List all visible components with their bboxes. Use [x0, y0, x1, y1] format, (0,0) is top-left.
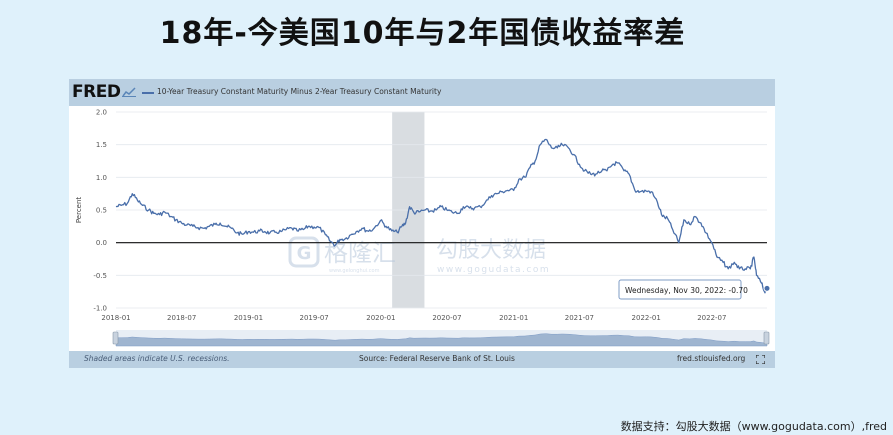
x-tick-label: 2019-01 [234, 314, 263, 322]
tooltip-text: Wednesday, Nov 30, 2022: -0.70 [625, 286, 748, 295]
x-tick-label: 2022-01 [632, 314, 661, 322]
page-title: 18年-今美国10年与2年国债收益率差 [159, 16, 686, 51]
legend-label: 10-Year Treasury Constant Maturity Minus… [157, 87, 442, 96]
navigator-handle-left [112, 331, 119, 345]
navigator-handle-right [763, 331, 770, 345]
x-tick-label: 2020-07 [432, 314, 461, 322]
range-navigator[interactable] [112, 330, 770, 347]
watermark2-url: www.gogudata.com [437, 265, 550, 275]
data-credit: 数据支持：勾股大数据（www.gogudata.com）,fred [620, 420, 887, 433]
fred-header: FRED 10-Year Treasury Constant Maturity … [69, 79, 775, 106]
tooltip: Wednesday, Nov 30, 2022: -0.70 [618, 279, 748, 300]
x-tick-label: 2019-07 [300, 314, 329, 322]
series-line [115, 138, 768, 294]
tooltip-box [618, 279, 742, 300]
x-tick-label: 2018-01 [101, 314, 130, 322]
watermark-logo-letter: G [297, 243, 312, 264]
x-tick-label: 2021-01 [499, 314, 528, 322]
y-tick-label: 1.0 [96, 174, 107, 182]
y-tick-label: 2.0 [96, 109, 107, 117]
watermark2-cn: 勾股大数据 [436, 238, 546, 263]
x-tick-label: 2018-07 [167, 314, 196, 322]
y-tick-label: -0.5 [93, 272, 107, 280]
y-axis-label: Percent [75, 197, 83, 224]
y-tick-label: -1.0 [93, 305, 107, 313]
recession-note: Shaded areas indicate U.S. recessions. [84, 354, 230, 363]
watermark-logo-icon [288, 236, 320, 268]
watermark-url-small: www.gelonghui.com [329, 268, 380, 274]
fred-graph: FRED 10-Year Treasury Constant Maturity … [69, 79, 775, 368]
fred-footer: Shaded areas indicate U.S. recessions. S… [69, 351, 775, 368]
y-tick-label: 0.0 [96, 239, 107, 247]
x-tick-label: 2021-07 [565, 314, 594, 322]
hover-point [763, 284, 771, 292]
line-chart[interactable]: G 格隆汇 www.gelonghui.com 勾股大数据 www.goguda… [69, 106, 775, 351]
x-tick-label: 2022-07 [697, 314, 726, 322]
plot-panel[interactable]: G 格隆汇 www.gelonghui.com 勾股大数据 www.goguda… [69, 106, 775, 351]
fred-logo-chart-icon [122, 87, 136, 97]
y-tick-label: 0.5 [96, 207, 107, 215]
y-tick-label: 1.5 [96, 141, 107, 149]
source-note: Source: Federal Reserve Bank of St. Loui… [359, 354, 515, 363]
x-tick-label: 2020-01 [366, 314, 395, 322]
fred-url-link[interactable]: fred.stlouisfed.org [677, 354, 746, 363]
navigator-area [115, 333, 768, 347]
fred-logo: FRED [72, 82, 121, 102]
fullscreen-icon[interactable] [756, 355, 765, 364]
legend-swatch [142, 92, 154, 94]
